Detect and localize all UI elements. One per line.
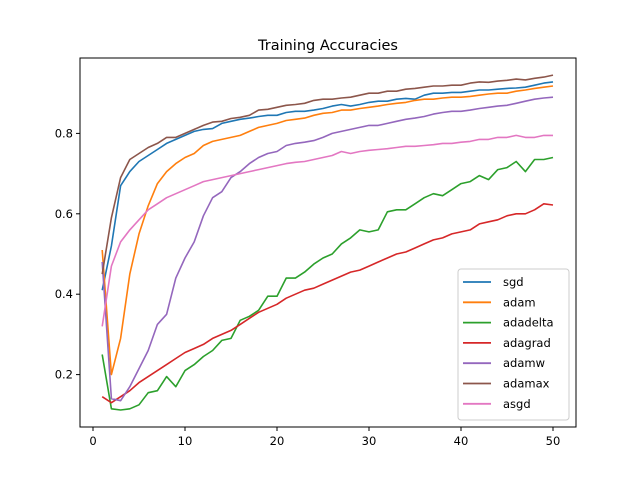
- y-tick-label: 0.2: [55, 368, 73, 382]
- series-line-adadelta: [101, 156, 554, 411]
- x-tick-label: 50: [546, 434, 561, 448]
- legend-label-sgd: sgd: [503, 275, 524, 289]
- y-tick-label: 0.6: [55, 207, 73, 221]
- y-tick-label: 0.8: [55, 126, 73, 140]
- series-line-sgd: [101, 81, 554, 291]
- series-line-adam: [101, 85, 554, 376]
- x-tick-label: 30: [362, 434, 377, 448]
- plot-lines: [101, 74, 554, 411]
- legend-label-adam: adam: [503, 295, 536, 309]
- legend-label-adamw: adamw: [503, 356, 545, 370]
- y-tick-label: 0.4: [55, 287, 73, 301]
- series-line-adamax: [101, 74, 554, 275]
- x-tick-label: 20: [270, 434, 285, 448]
- chart-title: Training Accuracies: [257, 38, 398, 54]
- x-axis: 0 10 20 30 40 50: [89, 427, 560, 448]
- series-line-asgd: [101, 134, 553, 327]
- x-tick-label: 10: [178, 434, 193, 448]
- axes-frame: [79, 57, 577, 428]
- legend: sgd adam adadelta adagrad adamw adamax asgd: [457, 268, 570, 421]
- legend-label-asgd: asgd: [503, 397, 531, 411]
- x-tick-label: 0: [89, 434, 96, 448]
- legend-label-adagrad: adagrad: [503, 336, 551, 350]
- legend-label-adamax: adamax: [503, 377, 550, 391]
- legend-box: [457, 268, 570, 421]
- y-axis: 0.2 0.4 0.6 0.8: [55, 126, 80, 382]
- x-tick-label: 40: [454, 434, 469, 448]
- series-line-adamw: [101, 96, 554, 402]
- legend-label-adadelta: adadelta: [503, 316, 554, 330]
- series-line-adagrad: [101, 203, 554, 404]
